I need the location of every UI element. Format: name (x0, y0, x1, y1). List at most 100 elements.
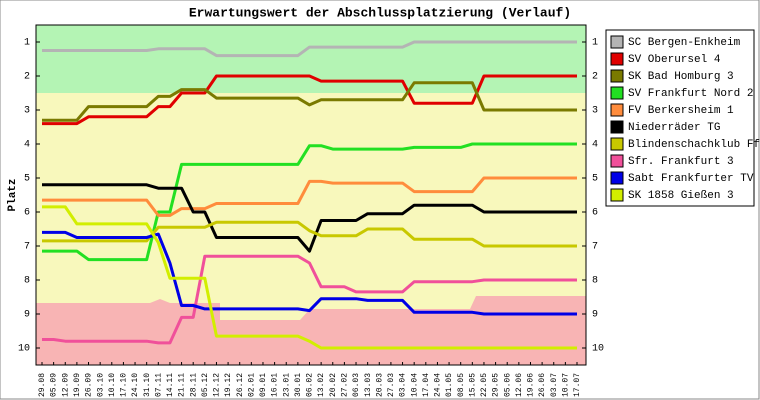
series-line (42, 81, 577, 122)
y-tick-label-right: 9 (592, 310, 598, 321)
y-tick-label: 10 (18, 344, 30, 355)
x-tick-label: 13.03 (364, 373, 373, 397)
y-tick-label: 5 (24, 174, 30, 185)
x-tick-label: 23.01 (282, 373, 291, 397)
legend-label: SV Frankfurt Nord 2 (628, 88, 753, 100)
y-tick-label: 7 (24, 242, 30, 253)
x-tick-label: 17.10 (120, 373, 129, 397)
y-axis-label: Platz (7, 178, 19, 211)
x-tick-label: 16.01 (271, 373, 280, 397)
x-tick-label: 20.03 (375, 373, 384, 397)
x-tick-label: 01.05 (445, 373, 454, 397)
x-tick-label: 08.05 (457, 373, 466, 397)
x-tick-label: 03.10 (96, 373, 105, 397)
y-tick-label: 9 (24, 310, 30, 321)
lines (42, 40, 577, 350)
x-tick-label: 26.06 (538, 373, 547, 397)
y-tick-label-right: 10 (592, 344, 604, 355)
x-tick-label: 12.06 (515, 373, 524, 397)
legend-label: Blindenschachklub Ffm (628, 139, 760, 151)
x-tick-label: 31.10 (143, 373, 152, 397)
x-tick-label: 17.04 (422, 373, 431, 397)
series-line (42, 254, 577, 345)
y-tick-label: 8 (24, 276, 30, 287)
legend: SC Bergen-Enkheim SV Oberursel 4 SK Bad Ho… (610, 35, 760, 202)
x-tick-label: 12.12 (213, 373, 222, 397)
series-line (42, 142, 577, 262)
x-tick-label: 24.10 (131, 373, 140, 397)
legend-label: Niederräder TG (628, 122, 720, 134)
y-tick-label: 6 (24, 208, 30, 219)
x-tick-label: 06.03 (352, 373, 361, 397)
x-tick-label: 07.11 (154, 373, 163, 397)
x-tick-label: 05.09 (50, 373, 59, 397)
x-tick-label: 10.10 (108, 373, 117, 397)
x-tick-label: 30.01 (294, 373, 303, 397)
y-tick-label-right: 6 (592, 208, 598, 219)
series-line (42, 40, 577, 58)
legend-swatch (610, 137, 624, 151)
x-tick-label: 10.04 (410, 373, 419, 397)
legend-swatch (610, 35, 624, 49)
y-tick-label: 1 (24, 38, 30, 49)
x-tick-label: 27.02 (341, 373, 350, 397)
legend-swatch (610, 86, 624, 100)
legend-label: SV Oberursel 4 (628, 54, 721, 66)
series-line (42, 74, 577, 126)
y-tick-label-right: 7 (592, 242, 598, 253)
y-tick-label-right: 1 (592, 38, 598, 49)
x-tick-label: 27.03 (387, 373, 396, 397)
x-tick-label: 19.12 (224, 373, 233, 397)
y-tick-label-right: 5 (592, 174, 598, 185)
legend-box (605, 29, 755, 207)
x-tick-label: 21.11 (178, 373, 187, 397)
x-tick-label: 20.02 (329, 373, 338, 397)
x-tick-label: 19.09 (73, 373, 82, 397)
x-tick-label: 15.05 (468, 373, 477, 397)
legend-label: SK 1858 Gießen 3 (628, 190, 734, 202)
x-tick-label: 03.07 (550, 373, 559, 397)
x-tick-label: 05.06 (503, 373, 512, 397)
y-tick-label-right: 3 (592, 106, 598, 117)
y-tick-label: 4 (24, 140, 30, 151)
x-tick-label: 06.02 (306, 373, 315, 397)
legend-swatch (610, 154, 624, 168)
x-tick-label: 28.11 (189, 373, 198, 397)
legend-label: Sfr. Frankfurt 3 (628, 156, 734, 168)
legend-label: FV Berkersheim 1 (628, 105, 734, 117)
x-tick-label: 19.06 (527, 373, 536, 397)
y-tick-label: 2 (24, 72, 30, 83)
legend-swatch (610, 120, 624, 134)
y-tick-label-right: 8 (592, 276, 598, 287)
x-tick-label: 26.12 (236, 373, 245, 397)
x-tick-label: 10.07 (561, 373, 570, 397)
zone-top (36, 25, 586, 93)
series-line (42, 230, 577, 316)
x-tick-label: 03.04 (399, 373, 408, 397)
x-tick-label: 29.05 (492, 373, 501, 397)
legend-swatch (610, 171, 624, 185)
x-tick-label: 12.09 (61, 373, 70, 397)
legend-label: SK Bad Homburg 3 (628, 71, 734, 83)
x-tick-label: 02.01 (247, 373, 256, 397)
x-tick-label: 13.02 (317, 373, 326, 397)
x-tick-label: 05.12 (201, 373, 210, 397)
plot-border (35, 24, 587, 366)
x-tick-label: 22.05 (480, 373, 489, 397)
legend-swatch (610, 103, 624, 117)
x-tick-label: 24.04 (434, 373, 443, 397)
x-tick-label: 14.11 (166, 373, 175, 397)
x-tick-label: 17.07 (573, 373, 582, 397)
x-tick-label: 29.08 (38, 373, 47, 397)
series-line (42, 176, 577, 217)
series-line (42, 183, 577, 253)
x-tick-label: 09.01 (259, 373, 268, 397)
y-tick-label-right: 2 (592, 72, 598, 83)
legend-swatch (610, 52, 624, 66)
x-tick-label: 26.09 (85, 373, 94, 397)
legend-label: Sabt Frankfurter TV 4 (628, 173, 760, 185)
legend-label: SC Bergen-Enkheim (628, 37, 741, 49)
series-line (42, 205, 577, 350)
series-line (42, 220, 577, 248)
